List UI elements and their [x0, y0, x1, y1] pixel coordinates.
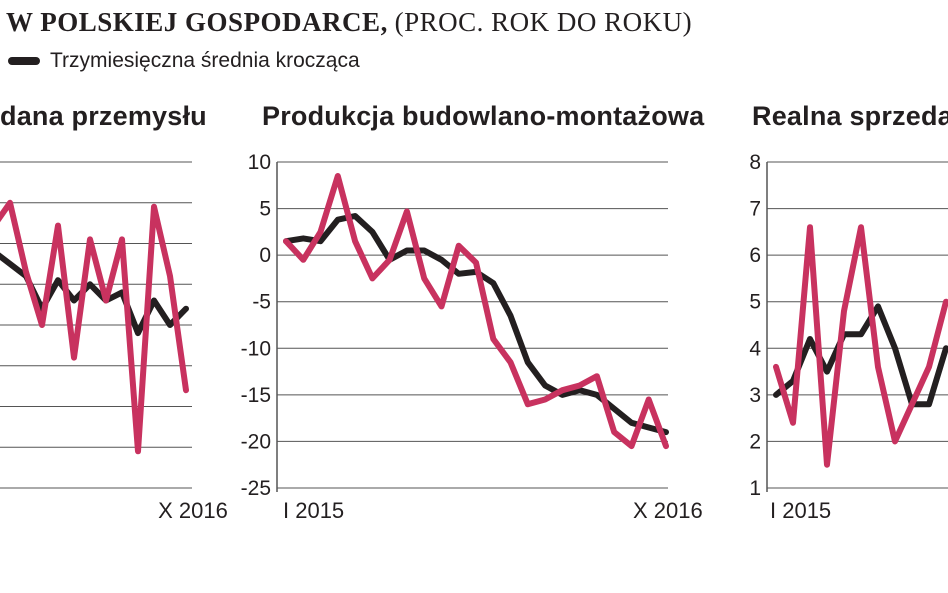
legend-moving-average-label: Trzymiesięczna średnia krocząca [50, 49, 360, 72]
x-tick-label-0-1: X 2016 [158, 498, 228, 523]
series-monthly-line-0 [0, 199, 189, 455]
title-normal: (PROC. ROK DO ROKU) [394, 7, 693, 37]
y-tick-label-2-5: 3 [749, 384, 761, 407]
y-tick-label-2-0: 8 [749, 151, 761, 174]
x-tick-label-1-0: I 2015 [283, 498, 344, 523]
chart-title: W POLSKIEJ GOSPODARCE, (PROC. ROK DO ROK… [6, 2, 692, 42]
y-tick-label-1-1: 5 [259, 198, 271, 221]
y-tick-label-2-2: 6 [749, 244, 761, 267]
legend: Trzymiesięczna średnia krocząca [0, 46, 360, 76]
series-moving-average-line-2 [773, 303, 948, 408]
y-tick-label-1-5: -15 [241, 384, 271, 407]
panel-title-construction: Produkcja budowlano-montażowa [262, 101, 705, 131]
y-tick-label-1-0: 10 [248, 151, 271, 174]
legend-moving-average-swatch [8, 57, 40, 65]
series-moving-average-line-0 [0, 252, 189, 337]
y-tick-label-1-7: -25 [241, 477, 271, 500]
x-tick-label-1-1: X 2016 [633, 498, 703, 523]
panel-title-industry: dana przemysłu [0, 101, 207, 131]
y-tick-label-1-4: -10 [241, 337, 271, 360]
y-tick-label-2-1: 7 [749, 198, 761, 221]
y-tick-label-1-6: -20 [241, 430, 271, 453]
title-bold: W POLSKIEJ GOSPODARCE, [6, 7, 388, 37]
series-monthly-line-1 [283, 173, 669, 450]
y-tick-label-1-3: -5 [252, 291, 271, 314]
y-tick-label-2-7: 1 [749, 477, 761, 500]
series-monthly-line-2 [773, 224, 948, 468]
x-tick-label-2-0: I 2015 [770, 498, 831, 523]
panel-title-retail: Realna sprzeda [752, 101, 948, 131]
y-tick-label-2-3: 5 [749, 291, 761, 314]
series-moving-average-line-1 [283, 213, 669, 436]
y-tick-label-1-2: 0 [259, 244, 271, 267]
y-tick-label-2-6: 2 [749, 430, 761, 453]
y-tick-label-2-4: 4 [749, 337, 761, 360]
